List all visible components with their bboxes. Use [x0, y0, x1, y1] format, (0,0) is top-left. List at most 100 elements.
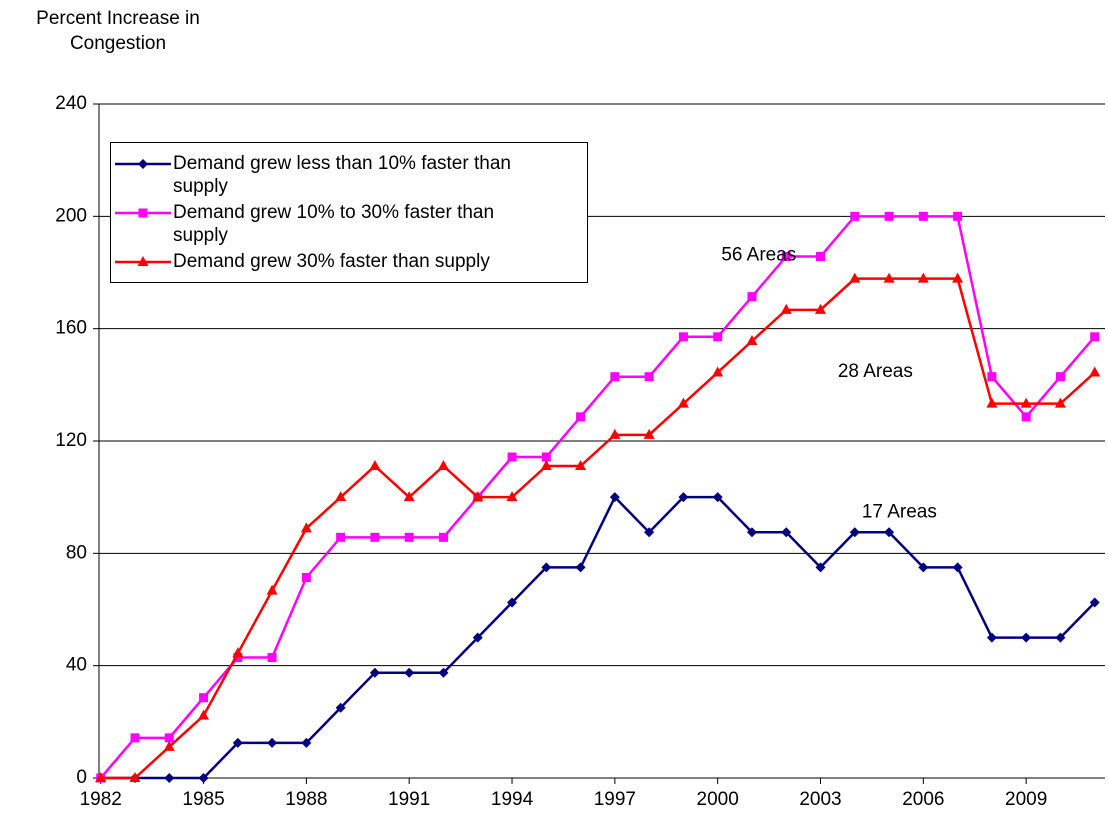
marker — [1090, 332, 1100, 342]
marker — [198, 773, 209, 783]
legend: Demand grew less than 10% faster than su… — [110, 142, 588, 283]
marker — [576, 412, 586, 422]
y-axis-label: Percent Increase in Congestion — [36, 8, 200, 54]
legend-swatch — [115, 256, 171, 266]
marker — [198, 709, 210, 720]
marker — [404, 667, 415, 678]
marker — [472, 491, 484, 502]
marker — [609, 492, 620, 503]
y-tick-label: 120 — [55, 430, 87, 451]
marker — [507, 597, 518, 608]
marker — [267, 737, 278, 748]
marker — [129, 772, 141, 782]
marker — [164, 733, 174, 743]
marker — [1055, 372, 1065, 382]
marker — [138, 159, 148, 169]
marker — [712, 492, 723, 503]
marker — [233, 653, 243, 663]
legend-swatch — [115, 159, 171, 169]
legend-swatch — [115, 208, 171, 218]
x-tick-label: 1985 — [182, 789, 224, 810]
marker — [1021, 632, 1032, 643]
marker — [506, 491, 518, 502]
y-tick-label: 240 — [55, 93, 87, 114]
x-tick-label: 1982 — [80, 789, 122, 810]
marker — [746, 335, 758, 346]
marker — [713, 332, 723, 342]
marker — [643, 428, 655, 439]
marker — [781, 527, 792, 538]
annotation: 17 Areas — [862, 502, 937, 523]
x-tick-label: 2000 — [697, 789, 739, 810]
marker — [884, 211, 894, 221]
series-line — [99, 215, 1096, 779]
legend-label: Demand grew less than 10% faster than su… — [173, 153, 511, 197]
marker — [437, 459, 449, 470]
marker — [712, 366, 724, 377]
marker — [575, 459, 587, 470]
marker — [849, 527, 860, 538]
marker — [918, 562, 929, 573]
marker — [199, 693, 209, 703]
marker — [335, 491, 347, 502]
marker — [747, 292, 757, 302]
marker — [95, 772, 107, 782]
marker — [644, 372, 654, 382]
marker — [300, 522, 312, 533]
y-tick-label: 0 — [76, 767, 87, 788]
marker — [850, 211, 860, 221]
marker — [266, 584, 278, 595]
marker — [369, 459, 381, 470]
marker — [644, 527, 655, 538]
legend-label: Demand grew 10% to 30% faster than suppl… — [173, 202, 495, 246]
y-tick-label: 40 — [66, 655, 87, 676]
marker — [369, 667, 380, 678]
marker — [678, 492, 689, 503]
marker — [986, 397, 998, 408]
marker — [780, 303, 792, 314]
marker — [163, 740, 175, 751]
series-line — [100, 495, 1096, 780]
marker — [301, 572, 311, 582]
marker — [301, 737, 312, 748]
y-tick-label: 80 — [66, 542, 87, 563]
marker — [952, 562, 963, 573]
x-tick-label: 1994 — [491, 789, 534, 810]
marker — [1089, 597, 1100, 608]
marker — [130, 733, 140, 743]
legend-item: Demand grew less than 10% faster than su… — [111, 152, 587, 198]
x-tick-label: 2009 — [1005, 789, 1047, 810]
series-line — [100, 277, 1096, 780]
marker — [137, 256, 149, 266]
marker — [1055, 632, 1066, 643]
marker — [370, 532, 380, 542]
marker — [267, 653, 277, 663]
marker — [918, 211, 928, 221]
marker — [816, 251, 826, 261]
marker — [609, 428, 621, 439]
marker — [507, 452, 517, 462]
marker — [472, 632, 483, 643]
x-tick-label: 1997 — [594, 789, 636, 810]
marker — [404, 532, 414, 542]
marker — [849, 272, 861, 283]
x-tick-label: 2003 — [799, 789, 841, 810]
y-tick-label: 160 — [55, 318, 87, 339]
legend-item: Demand grew 10% to 30% faster than suppl… — [111, 201, 587, 247]
legend-item: Demand grew 30% faster than supply — [111, 250, 587, 273]
marker — [953, 211, 963, 221]
marker — [1054, 397, 1066, 408]
marker — [884, 527, 895, 538]
marker — [232, 647, 244, 658]
x-tick-label: 1988 — [285, 789, 327, 810]
annotation: 56 Areas — [721, 245, 796, 266]
marker — [1020, 397, 1032, 408]
y-tick-label: 200 — [55, 205, 87, 226]
marker — [164, 773, 175, 783]
legend-label: Demand grew 30% faster than supply — [173, 251, 490, 272]
marker — [336, 532, 346, 542]
annotation: 28 Areas — [838, 361, 913, 382]
x-tick-label: 2006 — [902, 789, 944, 810]
